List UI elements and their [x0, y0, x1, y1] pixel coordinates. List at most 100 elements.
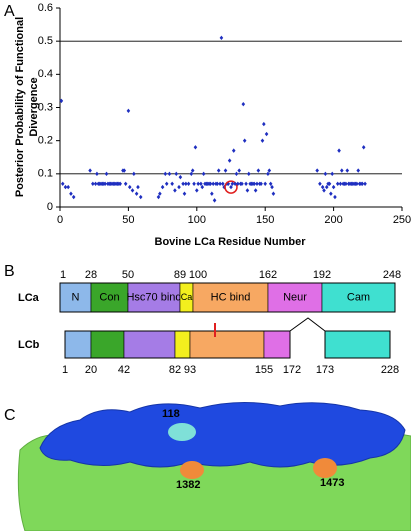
point: [333, 194, 337, 200]
point: [270, 184, 274, 190]
point: [229, 184, 233, 190]
point: [324, 184, 329, 190]
residue-number: 93: [184, 364, 196, 376]
residue-number: 228: [381, 364, 399, 376]
point: [266, 171, 270, 177]
point: [91, 181, 95, 186]
residue-number: 82: [169, 364, 181, 376]
y-tick-label: 0.1: [38, 168, 53, 180]
point: [186, 181, 191, 186]
domain: [174, 330, 191, 359]
point: [71, 194, 76, 200]
point: [215, 181, 220, 186]
point: [163, 171, 168, 177]
point: [167, 171, 172, 177]
point: [337, 148, 341, 153]
point: [190, 168, 195, 173]
point: [335, 181, 340, 186]
point: [264, 131, 269, 137]
residue-number: 192: [313, 269, 331, 281]
point: [230, 181, 235, 186]
point: [174, 171, 179, 177]
point: [259, 181, 263, 186]
point: [226, 181, 231, 186]
domain-label: Cam: [347, 291, 370, 303]
point: [134, 191, 139, 196]
point: [253, 188, 258, 193]
y-axis-title: Posterior Probability of Functional: [14, 17, 26, 197]
domain: [189, 330, 265, 359]
residue-number: 1: [60, 269, 66, 281]
point: [338, 181, 343, 186]
point: [69, 191, 73, 196]
domain: [263, 330, 291, 359]
point: [267, 168, 272, 173]
point: [233, 181, 237, 186]
point: [322, 188, 326, 193]
point: [122, 168, 127, 173]
point: [320, 184, 325, 190]
point: [173, 188, 177, 193]
point: [330, 171, 335, 177]
point: [126, 108, 131, 114]
y-tick-label: 0.6: [38, 2, 53, 14]
point: [200, 184, 205, 190]
point: [268, 181, 273, 186]
residue-number: 50: [122, 269, 134, 281]
point: [182, 191, 187, 196]
point: [181, 181, 185, 186]
residue-number: 248: [383, 269, 401, 281]
point: [66, 184, 71, 190]
residue-number: 162: [259, 269, 277, 281]
point: [127, 184, 132, 190]
point: [193, 145, 198, 150]
point: [156, 194, 161, 200]
point: [256, 168, 261, 173]
point: [95, 171, 99, 177]
x-tick-label: 200: [324, 214, 342, 226]
point: [132, 171, 136, 177]
point: [164, 181, 169, 186]
row-label: LCb: [18, 339, 40, 351]
point: [63, 184, 68, 190]
deletion-link: [289, 317, 326, 332]
point: [184, 181, 188, 186]
point: [263, 181, 267, 186]
point: [216, 168, 221, 173]
point: [123, 181, 128, 186]
point: [160, 184, 165, 190]
point: [231, 148, 236, 153]
domain-label: HC bind: [211, 291, 251, 303]
domain: [123, 330, 176, 359]
point: [93, 181, 98, 186]
residue-label: 1473: [320, 477, 344, 489]
point: [344, 181, 348, 186]
domain-label: Ca: [181, 292, 193, 302]
point: [88, 168, 92, 173]
point: [158, 191, 162, 196]
residue-number: 172: [283, 364, 301, 376]
x-tick-label: 250: [393, 214, 411, 226]
point: [212, 198, 217, 203]
point: [315, 168, 319, 173]
residue-number: 89: [174, 269, 186, 281]
point: [234, 171, 239, 177]
domain-label: Con: [99, 291, 119, 303]
x-axis-title: Bovine LCa Residue Number: [155, 236, 307, 248]
residue-number: 20: [85, 364, 97, 376]
point: [227, 158, 232, 163]
point: [104, 171, 109, 177]
point: [323, 171, 328, 177]
point: [329, 191, 333, 196]
y-tick-label: 0.5: [38, 35, 53, 47]
residue-label: 118: [162, 408, 180, 420]
point: [244, 181, 248, 186]
point: [345, 168, 350, 173]
y-axis-title: Divergence: [28, 77, 40, 136]
point: [252, 181, 257, 186]
point: [136, 184, 140, 190]
protein-surface: [17, 401, 411, 531]
residue-number: 28: [85, 269, 97, 281]
point: [195, 188, 199, 193]
